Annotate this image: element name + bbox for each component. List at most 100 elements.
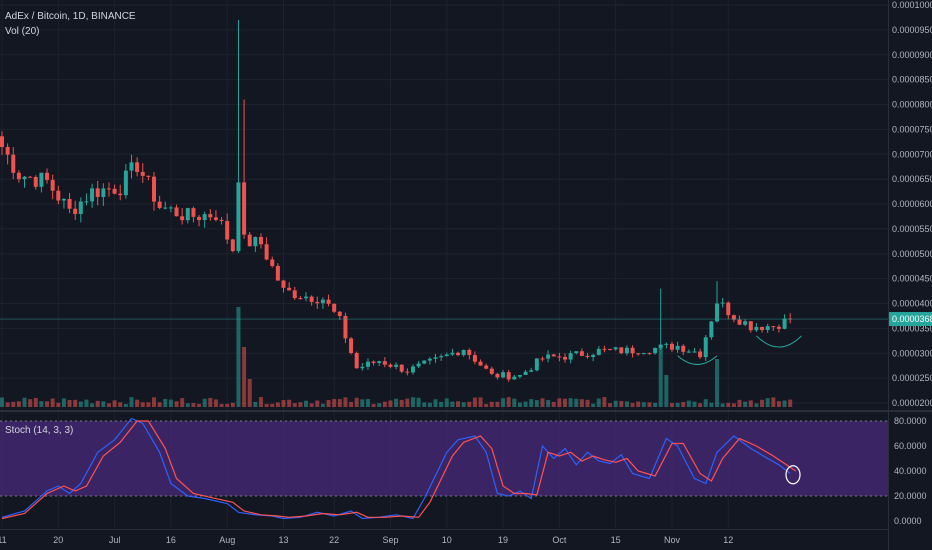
volume-bar	[444, 398, 449, 407]
stoch-tick-label: 40.0000	[894, 466, 927, 476]
candle-body	[292, 290, 297, 299]
candle-body	[602, 348, 607, 350]
volume-bar	[489, 401, 494, 407]
price-tick-label: 0.00005500	[892, 224, 932, 234]
stoch-axis[interactable]: 80.0000 60.0000 40.0000 20.0000 0.0000	[894, 416, 927, 526]
candle-body	[242, 182, 247, 235]
volume-bar	[760, 399, 765, 407]
candle-body	[506, 372, 511, 380]
candle-body	[427, 358, 432, 361]
candle-body	[495, 373, 500, 378]
stoch-tick-label: 0.0000	[894, 516, 922, 526]
candle-body	[118, 193, 123, 196]
candle-body	[551, 354, 556, 357]
candle-body	[669, 343, 674, 350]
candle-body	[123, 170, 128, 196]
candle-body	[225, 221, 230, 240]
volume-bar	[788, 399, 793, 407]
candle-body	[591, 354, 596, 358]
volume-bar	[275, 402, 280, 407]
volume-bar	[523, 401, 528, 407]
volume-bar	[219, 403, 224, 407]
candle-body	[596, 348, 601, 355]
candle-body	[349, 338, 354, 353]
candle-body	[202, 214, 207, 221]
time-tick-label: Jul	[109, 535, 121, 545]
volume-bar	[140, 402, 145, 407]
candle-body	[365, 361, 370, 367]
volume-bar	[692, 401, 697, 407]
candle-body	[585, 355, 590, 358]
candle-body	[467, 349, 472, 356]
candle-body	[517, 374, 522, 377]
candle-body	[298, 298, 303, 300]
candle-body	[512, 376, 517, 380]
volume-bar	[309, 403, 314, 407]
volume-bar	[478, 397, 483, 407]
price-tick-label: 0.00003000	[892, 348, 932, 358]
volume-bar	[90, 403, 95, 407]
volume-bar	[540, 398, 545, 407]
volume-bar	[715, 359, 720, 407]
volume-bar	[258, 397, 263, 407]
volume-bar	[574, 398, 579, 407]
volume-bar	[157, 402, 162, 407]
volume-bar	[602, 397, 607, 407]
volume-bar	[686, 400, 691, 407]
stoch-k-line	[1, 417, 791, 520]
candle-body	[776, 326, 781, 329]
drawn-arc-annotation[interactable]	[756, 335, 802, 348]
volume-bar	[529, 399, 534, 407]
candle-body	[731, 315, 736, 320]
volume-bar	[506, 397, 511, 407]
volume-bar	[326, 400, 331, 407]
candle-body	[574, 351, 579, 354]
volume-bar	[242, 347, 247, 407]
drawn-circle-annotation[interactable]	[785, 465, 801, 485]
volume-bar	[202, 398, 207, 407]
candle-body	[67, 198, 72, 209]
time-tick-label: 22	[329, 535, 339, 545]
volume-bar	[5, 402, 10, 407]
volume-bar	[320, 403, 325, 407]
drawn-arc-annotation[interactable]	[677, 355, 718, 365]
volume-bar	[439, 401, 444, 407]
candle-body	[388, 364, 393, 367]
volume-bar	[636, 401, 641, 407]
volume-bar	[394, 398, 399, 407]
price-tick-label: 0.00006500	[892, 174, 932, 184]
volume-bar	[495, 401, 500, 407]
volume-bar	[354, 397, 359, 407]
volume-bar	[748, 400, 753, 407]
candle-body	[563, 357, 567, 360]
volume-bar	[754, 403, 759, 407]
candle-body	[377, 361, 382, 363]
volume-bar	[78, 401, 83, 407]
time-axis[interactable]: 11 20 Jul 16 Aug 13 22 Sep 10 19 Oct 15 Nov 12	[0, 535, 733, 545]
candle-body	[152, 176, 157, 202]
candle-body	[613, 347, 618, 350]
candle-body	[230, 239, 235, 252]
candle-body	[546, 354, 551, 359]
candle-body	[129, 162, 134, 171]
candle-body	[748, 321, 753, 331]
price-axis[interactable]: 0.00010000 0.00009500 0.00009000 0.00008500…	[889, 0, 932, 408]
volume-bar	[647, 402, 652, 407]
volume-bar	[382, 401, 387, 407]
volume-bar	[450, 401, 455, 407]
volume-bar	[410, 397, 415, 407]
candle-body	[760, 326, 765, 331]
candle-body	[354, 352, 359, 369]
volume-bar	[33, 397, 38, 407]
volume-bar	[213, 399, 218, 407]
candle-body	[208, 214, 213, 218]
volume-bars	[0, 307, 793, 407]
candle-body	[382, 361, 387, 365]
price-tick-label: 0.00007500	[892, 124, 932, 134]
volume-bar	[247, 379, 252, 407]
volume-bar	[517, 402, 522, 407]
candle-body	[472, 355, 477, 362]
candlesticks	[0, 19, 793, 382]
candle-body	[726, 302, 731, 316]
